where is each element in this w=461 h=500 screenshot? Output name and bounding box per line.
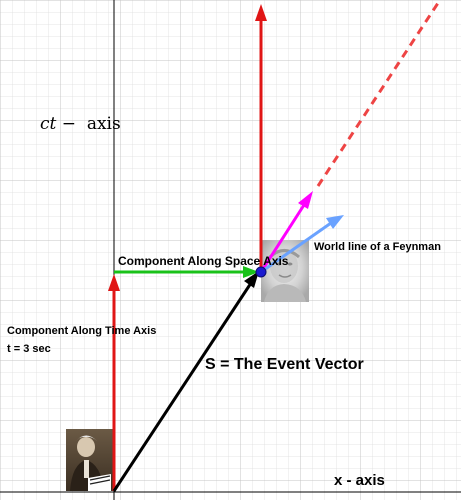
space-component-label: Component Along Space Axis [118,254,289,268]
ct-axis-label-suffix: axis [86,114,121,134]
event-vector-label: S = The Event Vector [205,356,364,373]
magenta-vector-arrowhead [298,191,313,209]
event-point [255,266,267,278]
ct-prime-arrowhead [255,4,267,21]
magenta-vector-arrow [259,204,306,273]
time-component-arrowhead [108,274,120,291]
blue-vector-arrow [260,221,332,274]
world-line-label: World line of a Feynman [314,241,441,253]
space-component-arrowhead [243,266,259,278]
time-component-label: Component Along Time Axis [7,325,157,337]
einstein-photo [66,429,114,491]
blue-vector-arrowhead [326,215,344,229]
event-vector-arrow [112,282,253,492]
time-value-label: t = 3 sec [7,343,51,355]
ct-axis-label: ct − axis [40,114,121,134]
ct-axis-label-prefix: ct − [40,114,77,134]
world-line-dashed [316,0,442,187]
event-vector-arrowhead [244,271,259,288]
feynman-photo [261,240,309,302]
x-axis-label: x - axis [334,472,385,489]
